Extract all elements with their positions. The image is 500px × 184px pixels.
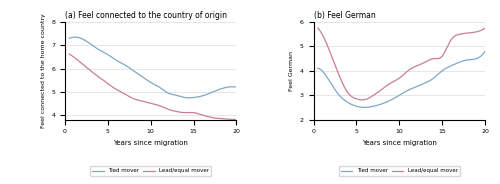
Legend: Tied mover, Lead/equal mover: Tied mover, Lead/equal mover (339, 166, 460, 176)
X-axis label: Years since migration: Years since migration (114, 140, 188, 146)
Text: (b) Feel German: (b) Feel German (314, 11, 376, 20)
Legend: Tied mover, Lead/equal mover: Tied mover, Lead/equal mover (90, 166, 211, 176)
Y-axis label: Feel connected to the home country: Feel connected to the home country (40, 13, 46, 128)
Y-axis label: Feel German: Feel German (290, 51, 294, 91)
X-axis label: Years since migration: Years since migration (362, 140, 436, 146)
Text: (a) Feel connected to the country of origin: (a) Feel connected to the country of ori… (65, 11, 227, 20)
